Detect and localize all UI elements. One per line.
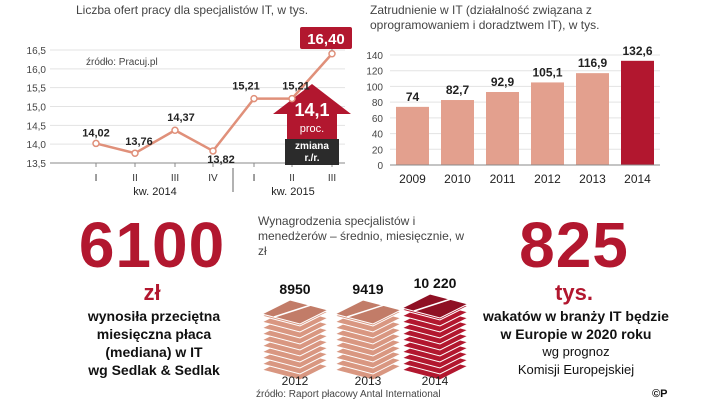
line-x-tick-label: II — [132, 173, 138, 184]
salary-band — [273, 303, 315, 318]
line-point — [171, 126, 179, 134]
employment-bar — [531, 82, 564, 165]
salary-value: 8950 — [279, 281, 310, 297]
bar-y-tick-label: 20 — [372, 145, 384, 156]
employment-bar-value: 82,7 — [446, 83, 470, 97]
line-point — [250, 94, 258, 103]
line-data-label: 14,37 — [167, 112, 195, 124]
employment-x-label: 2013 — [579, 172, 606, 186]
line-point — [131, 149, 139, 157]
bar-y-tick-label: 120 — [366, 67, 383, 78]
line-data-label: 13,76 — [125, 136, 153, 148]
bar-y-tick-label: 40 — [372, 130, 384, 141]
change-value: 14,1 — [294, 100, 329, 120]
median-salary-line-1: wynosiła przeciętna — [87, 308, 221, 324]
median-salary-description: wynosiła przeciętna miesięczna płaca (me… — [64, 307, 244, 379]
employment-bar — [486, 92, 519, 165]
line-x-tick-label: IV — [208, 173, 218, 184]
employment-bar-value: 105,1 — [532, 65, 562, 79]
change-label-line-1: zmiana — [295, 141, 329, 152]
median-salary-line-4: wg Sedlak & Sedlak — [88, 362, 220, 378]
line-y-tick-label: 13,5 — [27, 159, 47, 170]
salary-band — [346, 303, 388, 318]
bar-y-tick-label: 100 — [366, 82, 383, 93]
bar-y-tick-label: 0 — [377, 161, 383, 172]
vacancies-line-3: wg prognoz — [542, 344, 610, 359]
line-y-tick-label: 14,0 — [27, 140, 47, 151]
line-chart: 16,516,015,515,014,514,013,5I II III IV I II I… — [27, 27, 352, 198]
bar-chart: 140 120 100 80 60 40 20 0 74 2009 82,7 2010 92,9 2011… — [366, 44, 660, 186]
salaries-chart: 8950 2012 9419 2013 10 220 2014 — [260, 275, 470, 388]
employment-x-label: 2009 — [399, 172, 426, 186]
median-salary-unit: zł — [143, 280, 161, 305]
employment-bar — [441, 100, 474, 165]
line-chart-source: źródło: Pracuj.pl — [86, 57, 158, 68]
line-point — [209, 147, 217, 155]
vacancies-value: 825 — [519, 209, 629, 281]
bar-y-tick-label: 60 — [372, 114, 384, 125]
line-group-label-2014: kw. 2014 — [133, 186, 176, 198]
employment-x-label: 2010 — [444, 172, 471, 186]
line-x-tick-label: I — [95, 173, 98, 184]
line-y-tick-label: 16,0 — [27, 65, 47, 76]
employment-x-label: 2014 — [624, 172, 651, 186]
line-data-label: 15,21 — [232, 81, 260, 93]
change-unit: proc. — [300, 123, 324, 135]
vacancies-line-1: wakatów w branży IT będzie — [483, 308, 669, 324]
line-y-tick-label: 15,5 — [27, 84, 47, 95]
employment-bar — [576, 73, 609, 165]
last-value-badge — [300, 27, 352, 49]
salary-value: 9419 — [352, 281, 383, 297]
line-data-label: 14,02 — [82, 127, 110, 139]
line-group-label-2015: kw. 2015 — [271, 186, 314, 198]
employment-bar-value: 92,9 — [491, 75, 515, 89]
salary-year-label: 2014 — [422, 374, 449, 388]
line-point — [328, 50, 336, 58]
line-y-tick-label: 16,5 — [27, 46, 47, 57]
employment-bar-value: 132,6 — [622, 44, 652, 58]
employment-x-label: 2011 — [490, 172, 516, 186]
line-data-label: 15,21 — [282, 81, 310, 93]
line-data-label: 13,82 — [207, 154, 235, 166]
salary-value: 10 220 — [414, 275, 457, 291]
line-chart-title: Liczba ofert pracy dla specjalistów IT, … — [76, 3, 309, 17]
bar-chart-title: Zatrudnienie w IT (działalność związana … — [370, 3, 600, 32]
employment-bar — [396, 106, 429, 165]
salaries-chart-source: źródło: Raport płacowy Antal Internation… — [256, 389, 441, 400]
salary-stack-top — [400, 293, 470, 319]
vacancies-line-2: w Europie w 2020 roku — [500, 326, 652, 342]
line-x-tick-label: III — [328, 173, 336, 184]
change-label-line-2: r./r. — [304, 153, 319, 164]
line-y-tick-label: 14,5 — [27, 121, 47, 132]
change-label-box — [285, 139, 339, 165]
line-y-tick-label: 15,0 — [27, 103, 47, 114]
salary-stack-top — [260, 299, 330, 325]
salaries-chart-title: Wynagrodzenia specjalistów i menedżerów … — [258, 214, 465, 258]
change-arrow-shape — [273, 84, 351, 141]
line-data-label: 16,40 — [307, 31, 345, 48]
bar-y-tick-label: 80 — [372, 98, 384, 109]
employment-bar-value: 74 — [406, 90, 420, 104]
copyright-mark: ©P — [652, 388, 668, 400]
salary-year-label: 2013 — [355, 374, 382, 388]
line-point — [288, 94, 296, 103]
employment-bar — [621, 60, 654, 165]
line-point — [92, 139, 100, 148]
vacancies-unit: tys. — [555, 280, 593, 305]
median-salary-line-3: (mediana) w IT — [105, 344, 203, 360]
median-salary-value: 6100 — [78, 209, 226, 281]
line-x-tick-label: II — [289, 173, 295, 184]
employment-x-label: 2012 — [534, 172, 561, 186]
salary-band — [413, 297, 455, 312]
line-x-tick-label: III — [171, 173, 179, 184]
line-x-tick-label: I — [253, 173, 256, 184]
bar-y-tick-label: 140 — [366, 51, 383, 62]
vacancies-description: wakatów w branży IT będzie w Europie w 2… — [476, 307, 676, 379]
median-salary-line-2: miesięczna płaca — [96, 326, 212, 342]
vacancies-line-4: Komisji Europejskiej — [517, 362, 635, 377]
salary-year-label: 2012 — [282, 374, 309, 388]
employment-bar-value: 116,9 — [578, 56, 608, 70]
